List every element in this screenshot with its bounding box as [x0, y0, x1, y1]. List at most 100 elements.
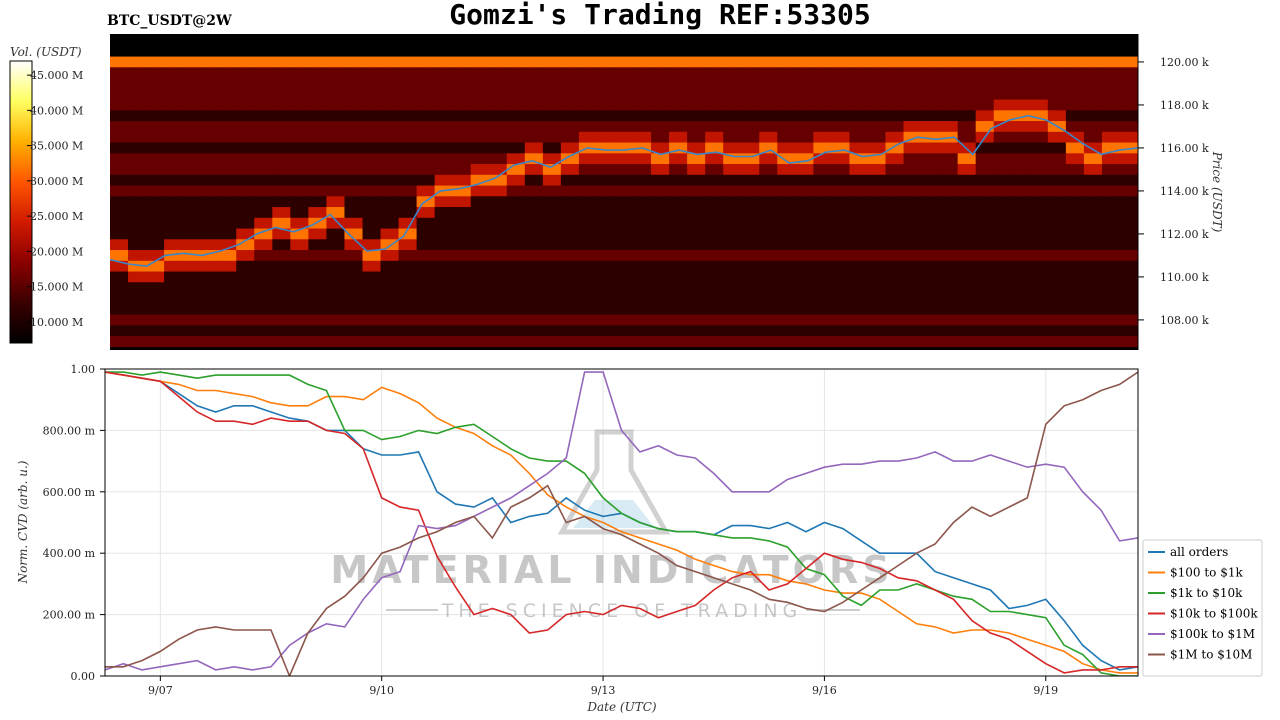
- heatmap-cell: [1029, 142, 1049, 154]
- heatmap-cell: [578, 164, 598, 176]
- heatmap-cell: [110, 217, 129, 229]
- heatmap-cell: [1047, 185, 1067, 197]
- heatmap-cell: [344, 336, 364, 348]
- heatmap-cell: [777, 142, 796, 154]
- heatmap-cell: [578, 196, 598, 208]
- heatmap-cell: [164, 185, 183, 197]
- heatmap-cell: [759, 185, 778, 197]
- heatmap-cell: [903, 78, 923, 90]
- heatmap-cell: [795, 88, 814, 100]
- heatmap-cell: [633, 325, 652, 337]
- heatmap-cell: [1119, 67, 1138, 79]
- heatmap-cell: [993, 250, 1013, 262]
- heatmap-cell: [596, 88, 616, 100]
- heatmap-cell: [1029, 207, 1049, 219]
- heatmap-cell: [164, 164, 183, 176]
- heatmap-cell: [777, 131, 796, 143]
- heatmap-cell: [506, 121, 526, 133]
- heatmap-cell: [254, 293, 273, 305]
- heatmap-cell: [272, 110, 291, 122]
- heatmap-cell: [957, 196, 977, 208]
- chart-title: Gomzi's Trading REF:53305: [449, 0, 870, 31]
- heatmap-cell: [362, 314, 382, 326]
- heatmap-cell: [777, 78, 796, 90]
- heatmap-cell: [705, 325, 724, 337]
- heatmap-cell: [831, 239, 851, 251]
- heatmap-cell: [849, 314, 869, 326]
- heatmap-cell: [957, 217, 977, 229]
- heatmap-cell: [741, 196, 760, 208]
- heatmap-cell: [777, 153, 796, 165]
- heatmap-cell: [290, 142, 309, 154]
- heatmap-cell: [813, 110, 833, 122]
- heatmap-cell: [452, 293, 472, 305]
- heatmap-cell: [957, 174, 977, 186]
- heatmap-cell: [1065, 336, 1085, 348]
- heatmap-cell: [867, 78, 887, 90]
- heatmap-cell: [669, 336, 688, 348]
- heatmap-cell: [1011, 207, 1031, 219]
- heatmap-cell: [560, 260, 580, 272]
- heatmap-cell: [596, 196, 616, 208]
- heatmap-cell: [813, 196, 833, 208]
- heatmap-cell: [200, 88, 219, 100]
- heatmap-cell: [542, 336, 562, 348]
- heatmap-cell: [1119, 282, 1138, 294]
- heatmap-cell: [777, 110, 796, 122]
- heatmap-cell: [596, 142, 616, 154]
- heatmap-cell: [993, 293, 1013, 305]
- heatmap-cell: [885, 99, 905, 111]
- heatmap-cell: [524, 217, 544, 229]
- heatmap-cell: [849, 325, 869, 337]
- heatmap-cell: [687, 164, 706, 176]
- heatmap-cell: [110, 99, 129, 111]
- heatmap-cell: [182, 239, 201, 251]
- heatmap-cell: [614, 67, 634, 79]
- heatmap-cell: [308, 164, 328, 176]
- heatmap-cell: [759, 325, 778, 337]
- heatmap-cell: [542, 325, 562, 337]
- heatmap-cell: [993, 121, 1013, 133]
- heatmap-cell: [885, 250, 905, 262]
- heatmap-cell: [362, 196, 382, 208]
- heatmap-cell: [470, 260, 490, 272]
- heatmap-cell: [560, 174, 580, 186]
- heatmap-cell: [596, 56, 616, 68]
- heatmap-cell: [380, 239, 400, 251]
- heatmap-cell: [290, 78, 309, 90]
- heatmap-cell: [687, 67, 706, 79]
- heatmap-cell: [669, 174, 688, 186]
- heatmap-cell: [128, 99, 147, 111]
- heatmap-cell: [344, 78, 364, 90]
- heatmap-cell: [362, 131, 382, 143]
- heatmap-cell: [723, 99, 742, 111]
- heatmap-cell: [488, 250, 508, 262]
- heatmap-cell: [236, 250, 255, 262]
- heatmap-cell: [651, 282, 670, 294]
- heatmap-cell: [110, 271, 129, 283]
- heatmap-cell: [993, 131, 1013, 143]
- heatmap-cell: [434, 314, 454, 326]
- heatmap-cell: [651, 131, 670, 143]
- heatmap-cell: [1119, 131, 1138, 143]
- colorbar-tick-label: 40.000 M: [30, 104, 83, 117]
- heatmap-cell: [705, 56, 724, 68]
- heatmap-cell: [687, 239, 706, 251]
- heatmap-cell: [741, 239, 760, 251]
- heatmap-cell: [470, 185, 490, 197]
- heatmap-cell: [218, 207, 237, 219]
- heatmap-cell: [903, 303, 923, 315]
- heatmap-cell: [596, 303, 616, 315]
- heatmap-cell: [813, 67, 833, 79]
- heatmap-cell: [1065, 282, 1085, 294]
- heatmap-cell: [669, 56, 688, 68]
- heatmap-cell: [146, 88, 165, 100]
- heatmap-cell: [164, 325, 183, 337]
- heatmap-cell: [1029, 336, 1049, 348]
- heatmap-cell: [218, 282, 237, 294]
- heatmap-cell: [975, 67, 995, 79]
- heatmap-cell: [182, 260, 201, 272]
- heatmap-cell: [1083, 78, 1103, 90]
- heatmap-cell: [470, 207, 490, 219]
- heatmap-cell: [200, 131, 219, 143]
